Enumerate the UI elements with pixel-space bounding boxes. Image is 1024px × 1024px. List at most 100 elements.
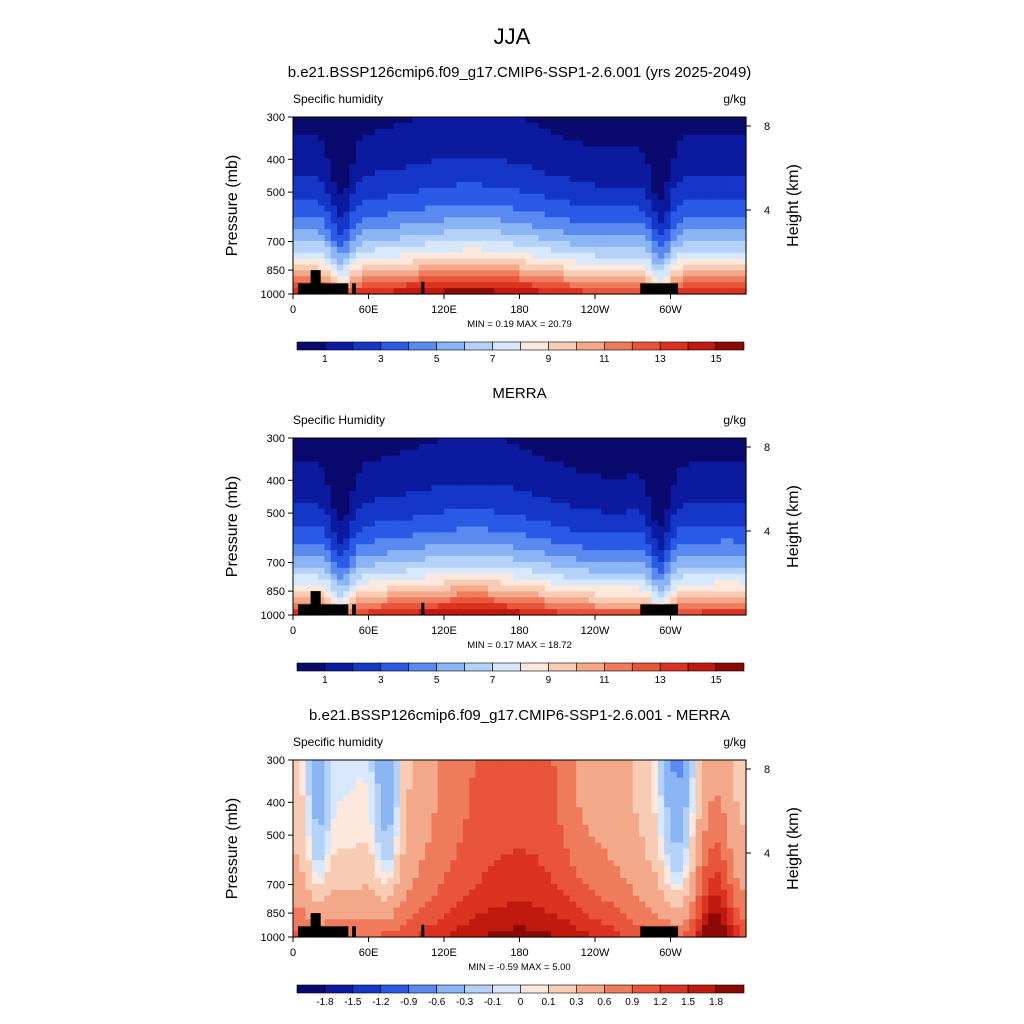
- contour-cell: [337, 211, 344, 218]
- contour-cell: [582, 240, 590, 248]
- contour-cell: [563, 252, 571, 260]
- contour-cell: [355, 211, 363, 218]
- contour-cell: [431, 152, 439, 159]
- contour-cell: [437, 567, 445, 575]
- contour-cell: [305, 152, 313, 159]
- contour-cell: [588, 211, 596, 218]
- contour-cell: [330, 217, 338, 224]
- contour-cell: [683, 158, 690, 165]
- contour-cell: [513, 497, 521, 504]
- contour-cell: [664, 205, 672, 212]
- contour-cell: [708, 193, 716, 201]
- contour-cell: [500, 152, 508, 159]
- contour-cell: [481, 134, 489, 142]
- contour-cell: [330, 117, 338, 124]
- contour-cell: [305, 461, 313, 469]
- contour-cell: [324, 819, 332, 826]
- contour-cell: [557, 526, 565, 533]
- colorbar-swatch: [687, 341, 717, 351]
- contour-cell: [538, 438, 546, 445]
- contour-cell: [676, 591, 684, 598]
- contour-cell: [588, 520, 596, 528]
- contour-cell: [727, 502, 735, 510]
- y-right-tick-label: 4: [764, 526, 770, 538]
- contour-cell: [343, 152, 351, 159]
- contour-cell: [550, 443, 558, 451]
- contour-cell: [462, 217, 470, 224]
- contour-cell: [626, 461, 634, 469]
- contour-cell: [318, 777, 326, 785]
- contour-cell: [393, 860, 401, 867]
- contour-cell: [588, 140, 596, 148]
- contour-cell: [305, 276, 313, 283]
- contour-cell: [595, 229, 602, 236]
- contour-cell: [670, 467, 678, 474]
- contour-cell: [506, 181, 514, 189]
- contour-cell: [645, 473, 653, 480]
- contour-cell: [601, 532, 609, 539]
- contour-cell: [387, 146, 395, 153]
- contour-cell: [374, 567, 382, 575]
- contour-cell: [337, 193, 344, 201]
- contour-cell: [330, 455, 338, 463]
- contour-cell: [330, 789, 338, 796]
- contour-cell: [708, 187, 716, 195]
- contour-cell: [425, 193, 433, 201]
- contour-cell: [689, 282, 697, 289]
- contour-cell: [362, 473, 370, 480]
- contour-cell: [324, 848, 332, 855]
- contour-cell: [601, 514, 609, 522]
- colorbar-label: 7: [490, 675, 496, 686]
- contour-cell: [620, 211, 628, 218]
- contour-cell: [299, 913, 307, 920]
- contour-cell: [657, 455, 665, 463]
- contour-cell: [695, 508, 703, 516]
- contour-cell: [695, 502, 703, 510]
- contour-cell: [387, 502, 395, 510]
- contour-cell: [456, 485, 464, 492]
- contour-cell: [588, 134, 596, 142]
- contour-cell: [500, 211, 508, 218]
- contour-cell: [676, 117, 684, 124]
- contour-cell: [355, 813, 363, 820]
- contour-cell: [399, 223, 407, 230]
- contour-cell: [727, 170, 735, 177]
- contour-cell: [595, 128, 602, 136]
- contour-cell: [355, 789, 363, 796]
- contour-cell: [613, 181, 621, 189]
- contour-cell: [613, 158, 621, 165]
- contour-cell: [381, 217, 388, 224]
- contour-cell: [305, 491, 313, 498]
- contour-cell: [393, 895, 401, 903]
- contour-cell: [506, 550, 514, 557]
- contour-cell: [387, 866, 395, 873]
- contour-cell: [645, 170, 653, 177]
- contour-cell: [739, 449, 747, 457]
- contour-cell: [720, 449, 728, 457]
- contour-cell: [601, 561, 609, 569]
- contour-cell: [475, 128, 483, 136]
- contour-cell: [563, 491, 571, 498]
- contour-cell: [488, 122, 495, 130]
- contour-cell: [330, 223, 338, 230]
- contour-cell: [337, 205, 344, 212]
- contour-cell: [500, 264, 508, 271]
- contour-cell: [456, 170, 464, 177]
- contour-cell: [645, 585, 653, 592]
- contour-cell: [632, 211, 640, 218]
- contour-cell: [632, 597, 640, 604]
- contour-cell: [299, 170, 307, 177]
- contour-cell: [519, 152, 527, 159]
- contour-cell: [393, 813, 401, 820]
- contour-cell: [337, 597, 344, 604]
- contour-cell: [582, 170, 590, 177]
- contour-cell: [393, 532, 401, 539]
- contour-cell: [676, 288, 684, 295]
- contour-cell: [494, 258, 502, 266]
- contour-cell: [557, 591, 565, 598]
- contour-cell: [639, 117, 646, 124]
- colorbar-label: 1: [322, 354, 328, 365]
- contour-cell: [399, 158, 407, 165]
- contour-cell: [355, 520, 363, 528]
- contour-cell: [399, 783, 407, 791]
